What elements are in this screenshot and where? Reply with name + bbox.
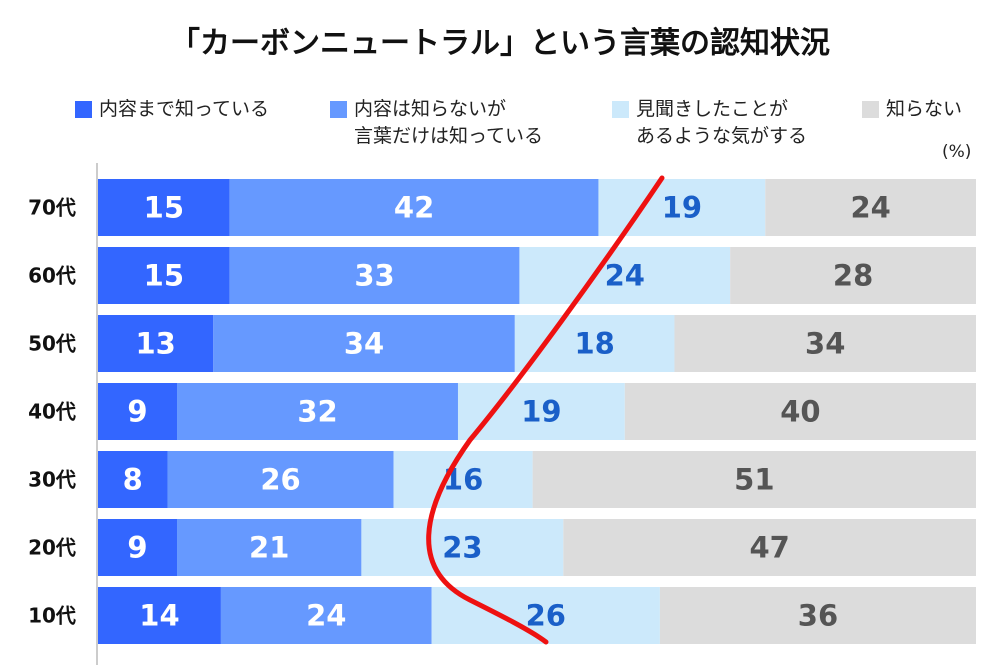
- data-label: 19: [521, 395, 561, 429]
- bar-segment: [229, 247, 520, 304]
- bar-segment: [674, 315, 976, 372]
- legend-item: 見聞きしたことが あるような気がする: [612, 96, 807, 150]
- bar-segment: [563, 519, 976, 576]
- legend-swatch: [330, 101, 347, 118]
- unit-label: (%): [942, 142, 972, 162]
- bar-segment: [98, 587, 221, 644]
- legend-item: 内容まで知っている: [75, 96, 269, 123]
- data-label: 18: [574, 327, 614, 361]
- data-label: 19: [662, 191, 702, 225]
- data-label: 24: [306, 599, 346, 633]
- legend-label: 内容は知らないが 言葉だけは知っている: [354, 98, 544, 147]
- data-label: 9: [127, 531, 147, 565]
- bar-segment: [730, 247, 976, 304]
- bar-segment: [98, 451, 168, 508]
- data-label: 47: [749, 531, 789, 565]
- data-label: 9: [127, 395, 147, 429]
- data-label: 16: [443, 463, 483, 497]
- bar-segment: [98, 179, 230, 236]
- data-label: 8: [123, 463, 143, 497]
- category-label: 60代: [28, 264, 76, 288]
- legend-swatch: [612, 101, 629, 118]
- bar-segment: [229, 179, 599, 236]
- bar-segment: [361, 519, 564, 576]
- bar-segment: [457, 383, 625, 440]
- data-label: 24: [850, 191, 890, 225]
- bar-segment: [659, 587, 976, 644]
- data-label: 21: [249, 531, 289, 565]
- data-label: 32: [297, 395, 337, 429]
- category-label: 50代: [28, 332, 76, 356]
- data-label: 15: [144, 191, 184, 225]
- legend-label: 内容まで知っている: [99, 98, 270, 120]
- bar-segment: [167, 451, 394, 508]
- bar-segment: [98, 519, 178, 576]
- data-label: 34: [805, 327, 845, 361]
- data-label: 42: [394, 191, 434, 225]
- category-label: 10代: [28, 604, 76, 628]
- category-label: 30代: [28, 468, 76, 492]
- data-label: 36: [798, 599, 838, 633]
- bar-segment: [98, 247, 230, 304]
- data-label: 28: [833, 259, 873, 293]
- category-label: 20代: [28, 536, 76, 560]
- chart-title: 「カーボンニュートラル」という言葉の認知状況: [170, 26, 830, 61]
- legend-label: 知らない: [886, 98, 963, 120]
- legend-swatch: [75, 101, 92, 118]
- bar-segment: [765, 179, 976, 236]
- bar-segment: [98, 383, 178, 440]
- data-label: 14: [139, 599, 179, 633]
- data-label: 23: [442, 531, 482, 565]
- bar-segment: [514, 315, 675, 372]
- bar-segment: [177, 519, 362, 576]
- data-label: 26: [260, 463, 300, 497]
- bar-segment: [431, 587, 660, 644]
- bar-segment: [519, 247, 731, 304]
- data-label: 40: [780, 395, 820, 429]
- bar-segment: [213, 315, 515, 372]
- data-label: 24: [605, 259, 645, 293]
- bar-segment: [177, 383, 458, 440]
- data-label: 51: [734, 463, 774, 497]
- bar-segment: [393, 451, 533, 508]
- legend-swatch: [862, 101, 879, 118]
- bar-segment: [220, 587, 432, 644]
- legend-label: 見聞きしたことが あるような気がする: [636, 98, 808, 147]
- bar-segment: [624, 383, 976, 440]
- annotation-curve: [426, 175, 665, 645]
- bar-segment: [532, 451, 976, 508]
- category-label: 40代: [28, 400, 76, 424]
- bar-segment: [98, 315, 214, 372]
- legend-item: 内容は知らないが 言葉だけは知っている: [330, 96, 543, 150]
- data-label: 13: [135, 327, 175, 361]
- category-label: 70代: [28, 196, 76, 220]
- data-label: 15: [144, 259, 184, 293]
- legend-item: 知らない: [862, 96, 962, 123]
- data-label: 26: [526, 599, 566, 633]
- data-label: 34: [344, 327, 384, 361]
- data-label: 33: [354, 259, 394, 293]
